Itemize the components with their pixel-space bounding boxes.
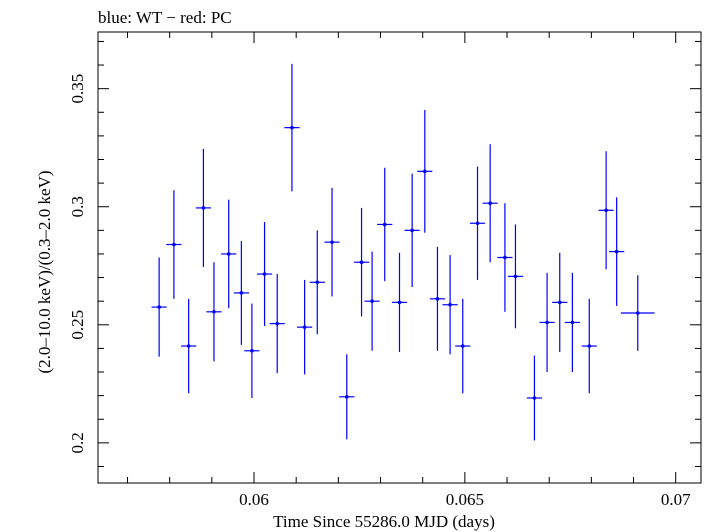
- data-marker: [513, 274, 518, 279]
- data-marker: [370, 299, 374, 303]
- data-point: [526, 355, 543, 441]
- data-marker: [302, 325, 307, 329]
- data-point: [256, 222, 273, 326]
- y-tick-labels: 0.2 0.25 0.3 0.35: [68, 74, 87, 454]
- data-point: [429, 246, 446, 351]
- data-marker: [503, 255, 507, 260]
- data-marker: [239, 291, 244, 295]
- data-marker: [275, 321, 280, 326]
- data-marker: [172, 242, 176, 247]
- data-marker: [212, 310, 216, 314]
- data-point: [206, 262, 222, 362]
- plot-frame: [97, 31, 702, 484]
- data-point: [324, 187, 340, 297]
- data-point: [507, 224, 524, 329]
- data-point: [404, 173, 420, 288]
- data-point: [564, 272, 580, 373]
- data-marker: [587, 344, 592, 348]
- data-point: [497, 203, 513, 312]
- data-marker: [382, 222, 387, 227]
- axis-ticks: [98, 32, 701, 483]
- data-marker: [157, 305, 161, 309]
- data-point: [417, 109, 433, 233]
- data-marker: [604, 208, 608, 213]
- data-marker: [435, 297, 440, 301]
- data-point: [620, 275, 655, 351]
- y-tick-label: 0.35: [68, 74, 87, 104]
- data-point: [391, 252, 408, 352]
- data-point: [297, 279, 313, 375]
- chart-title: blue: WT − red: PC: [98, 8, 232, 27]
- data-point: [244, 303, 260, 398]
- y-axis-label: (2.0–10.0 keV)/(0.3–2.0 keV): [35, 170, 54, 373]
- data-point: [353, 207, 370, 317]
- data-marker: [359, 260, 364, 265]
- data-marker: [397, 300, 402, 305]
- y-tick-label: 0.25: [68, 310, 87, 340]
- data-marker: [344, 395, 349, 399]
- data-point: [539, 272, 555, 373]
- x-axis-label: Time Since 55286.0 MJD (days): [273, 512, 495, 531]
- data-marker: [330, 240, 334, 244]
- x-tick-label: 0.06: [239, 490, 269, 509]
- data-point: [151, 257, 167, 357]
- data-marker: [448, 302, 452, 307]
- data-point: [552, 252, 568, 352]
- data-marker: [460, 344, 465, 348]
- data-point: [442, 255, 458, 355]
- data-point: [609, 197, 625, 306]
- y-tick-label: 0.3: [68, 196, 87, 217]
- data-marker: [557, 300, 562, 305]
- data-point: [221, 199, 237, 309]
- data-point: [181, 298, 197, 394]
- data-marker: [545, 320, 549, 325]
- data-point: [377, 167, 393, 282]
- data-point: [269, 274, 285, 374]
- data-point: [166, 190, 182, 299]
- data-marker: [186, 344, 191, 348]
- data-point: [469, 166, 486, 280]
- data-point: [364, 251, 380, 351]
- data-marker: [475, 221, 480, 226]
- data-marker: [532, 396, 537, 400]
- data-point: [598, 151, 614, 270]
- data-marker: [635, 311, 640, 315]
- data-marker: [614, 249, 619, 254]
- data-marker: [488, 201, 492, 205]
- data-marker: [262, 272, 267, 276]
- data-point: [233, 240, 249, 345]
- data-marker: [315, 280, 320, 285]
- data-point: [455, 298, 471, 394]
- y-tick-label: 0.2: [68, 432, 87, 453]
- data-points: [151, 63, 655, 441]
- data-marker: [250, 348, 254, 353]
- data-point: [581, 298, 597, 394]
- data-point: [339, 354, 355, 440]
- data-marker: [290, 125, 294, 130]
- x-tick-label: 0.065: [446, 490, 484, 509]
- data-marker: [226, 252, 231, 256]
- data-marker: [570, 320, 575, 325]
- data-point: [309, 230, 325, 335]
- x-tick-labels: 0.06 0.065 0.07: [239, 490, 691, 509]
- data-marker: [423, 169, 427, 174]
- x-tick-label: 0.07: [661, 490, 691, 509]
- data-point: [284, 63, 300, 192]
- data-point: [482, 144, 498, 263]
- data-marker: [410, 228, 414, 233]
- data-marker: [201, 206, 206, 210]
- data-point: [195, 148, 212, 267]
